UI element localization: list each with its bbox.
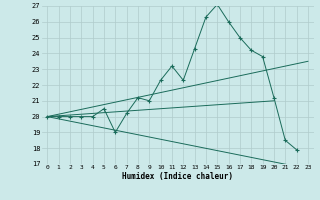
- X-axis label: Humidex (Indice chaleur): Humidex (Indice chaleur): [122, 172, 233, 181]
